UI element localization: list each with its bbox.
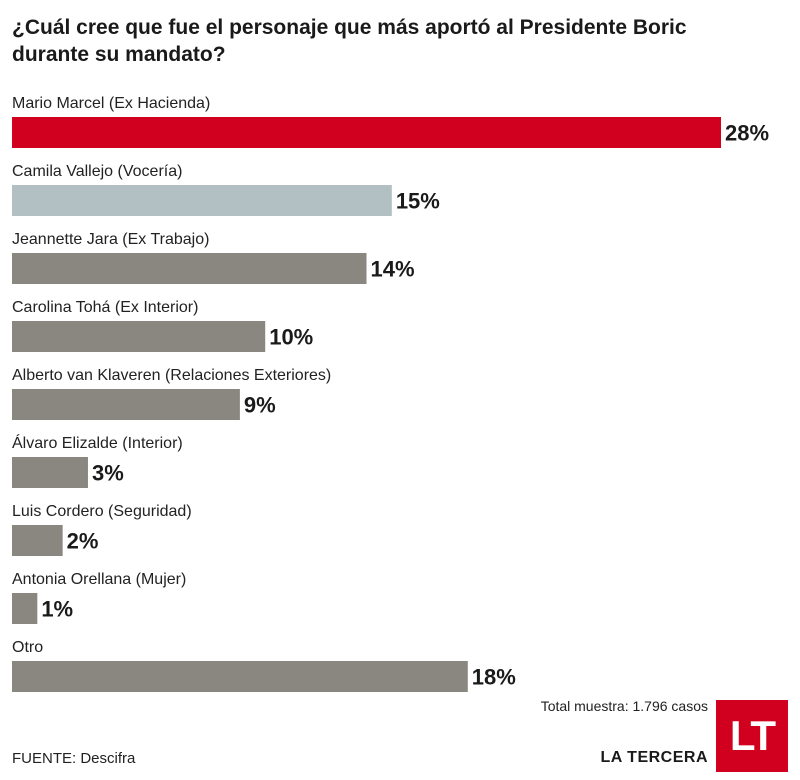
bar [12, 185, 392, 216]
category-label: Camila Vallejo (Vocería) [12, 163, 182, 180]
sample-note: Total muestra: 1.796 casos [540, 698, 708, 714]
category-label: Luis Cordero (Seguridad) [12, 503, 192, 520]
value-label: 3% [92, 461, 124, 486]
value-label: 9% [244, 393, 276, 418]
bar [12, 525, 63, 556]
publisher-name: LA TERCERA [600, 749, 708, 766]
category-label: Antonia Orellana (Mujer) [12, 571, 186, 588]
value-label: 10% [269, 325, 313, 350]
value-label: 14% [371, 257, 415, 282]
source-value: Descifra [80, 750, 136, 767]
bar [12, 321, 266, 352]
bar [12, 253, 367, 284]
category-label: Álvaro Elizalde (Interior) [12, 433, 183, 452]
value-label: 1% [41, 597, 73, 622]
category-label: Jeannette Jara (Ex Trabajo) [12, 231, 209, 248]
bar [12, 457, 88, 488]
la-tercera-logo: LT [716, 700, 788, 772]
bar [12, 593, 38, 624]
category-label: Carolina Tohá (Ex Interior) [12, 299, 198, 316]
bar [12, 389, 240, 420]
bar-chart: Mario Marcel (Ex Hacienda) 28% Camila Vall… [12, 95, 769, 692]
bar [12, 661, 468, 692]
bar [12, 117, 721, 148]
chart-title: ¿Cuál cree que fue el personaje que más … [12, 16, 687, 66]
category-label: Alberto van Klaveren (Relaciones Exterio… [12, 367, 331, 384]
value-label: 28% [725, 121, 769, 146]
category-label: Otro [12, 639, 43, 656]
value-label: 15% [396, 189, 440, 214]
value-label: 18% [472, 665, 516, 690]
category-label: Mario Marcel (Ex Hacienda) [12, 95, 210, 112]
value-label: 2% [67, 529, 99, 554]
source-label: FUENTE: [12, 750, 77, 767]
source-line: FUENTE: Descifra [12, 750, 135, 767]
